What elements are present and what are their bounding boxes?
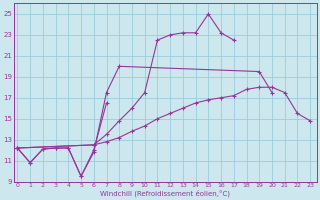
X-axis label: Windchill (Refroidissement éolien,°C): Windchill (Refroidissement éolien,°C) — [100, 189, 230, 197]
